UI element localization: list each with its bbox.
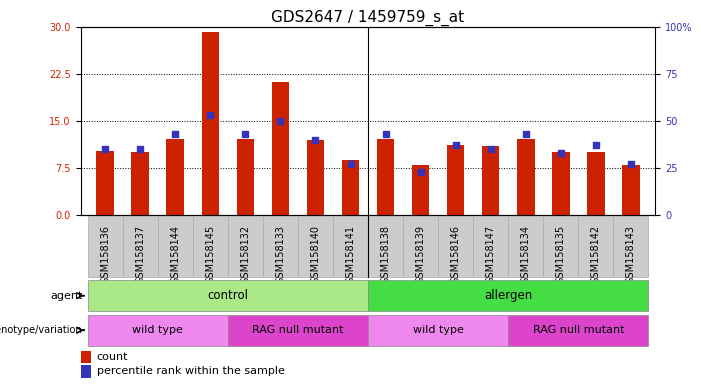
Bar <box>88 280 368 311</box>
Point <box>100 146 111 152</box>
Text: agent: agent <box>50 291 83 301</box>
Point <box>485 146 496 152</box>
Text: GSM158133: GSM158133 <box>275 225 285 283</box>
Bar <box>81 365 91 377</box>
Point <box>205 112 216 118</box>
Bar <box>298 216 333 277</box>
Bar <box>263 216 298 277</box>
Point <box>625 161 637 167</box>
Bar <box>342 160 360 215</box>
Text: wild type: wild type <box>413 325 463 335</box>
Bar <box>307 140 324 215</box>
Bar <box>412 165 430 215</box>
Text: wild type: wild type <box>132 325 183 335</box>
Text: RAG null mutant: RAG null mutant <box>533 325 624 335</box>
Bar <box>403 216 438 277</box>
Point <box>135 146 146 152</box>
Bar <box>123 216 158 277</box>
Bar <box>438 216 473 277</box>
Text: GSM158139: GSM158139 <box>416 225 426 283</box>
Bar <box>88 216 123 277</box>
Bar <box>508 315 648 346</box>
Point <box>450 142 461 149</box>
Bar <box>202 32 219 215</box>
Point <box>520 131 531 137</box>
Point <box>555 150 566 156</box>
Bar <box>517 139 535 215</box>
Text: control: control <box>207 289 248 302</box>
Point <box>275 118 286 124</box>
Bar <box>167 139 184 215</box>
Bar <box>88 315 228 346</box>
Text: RAG null mutant: RAG null mutant <box>252 325 343 335</box>
Text: GSM158137: GSM158137 <box>135 225 145 284</box>
Text: GSM158136: GSM158136 <box>100 225 110 283</box>
Bar <box>132 152 149 215</box>
Point <box>380 131 391 137</box>
Text: count: count <box>97 352 128 362</box>
Point <box>590 142 601 149</box>
Bar <box>368 280 648 311</box>
Text: GSM158142: GSM158142 <box>591 225 601 284</box>
Bar <box>237 139 254 215</box>
Bar <box>543 216 578 277</box>
Text: percentile rank within the sample: percentile rank within the sample <box>97 366 285 376</box>
Text: GSM158145: GSM158145 <box>205 225 215 284</box>
Bar <box>578 216 613 277</box>
Bar <box>552 152 569 215</box>
Bar <box>193 216 228 277</box>
Text: genotype/variation: genotype/variation <box>0 325 83 335</box>
Bar <box>447 145 465 215</box>
Text: GSM158135: GSM158135 <box>556 225 566 284</box>
Bar <box>81 351 91 363</box>
Bar <box>622 165 640 215</box>
Bar <box>228 216 263 277</box>
Bar <box>613 216 648 277</box>
Text: GSM158138: GSM158138 <box>381 225 390 283</box>
Point <box>170 131 181 137</box>
Bar <box>97 151 114 215</box>
Bar <box>158 216 193 277</box>
Bar <box>508 216 543 277</box>
Bar <box>272 82 290 215</box>
Bar <box>377 139 394 215</box>
Text: GSM158132: GSM158132 <box>240 225 250 284</box>
Text: GSM158144: GSM158144 <box>170 225 180 283</box>
Bar <box>473 216 508 277</box>
Bar <box>333 216 368 277</box>
Point <box>310 137 321 143</box>
Point <box>240 131 251 137</box>
Text: GSM158141: GSM158141 <box>346 225 355 283</box>
Text: GSM158143: GSM158143 <box>626 225 636 283</box>
Bar <box>368 315 508 346</box>
Bar <box>587 152 605 215</box>
Text: GSM158147: GSM158147 <box>486 225 496 284</box>
Title: GDS2647 / 1459759_s_at: GDS2647 / 1459759_s_at <box>271 9 465 25</box>
Text: GSM158134: GSM158134 <box>521 225 531 283</box>
Bar <box>482 146 499 215</box>
Bar <box>368 216 403 277</box>
Text: GSM158146: GSM158146 <box>451 225 461 283</box>
Point <box>415 169 426 175</box>
Point <box>345 161 356 167</box>
Bar <box>228 315 368 346</box>
Text: allergen: allergen <box>484 289 532 302</box>
Text: GSM158140: GSM158140 <box>311 225 320 283</box>
